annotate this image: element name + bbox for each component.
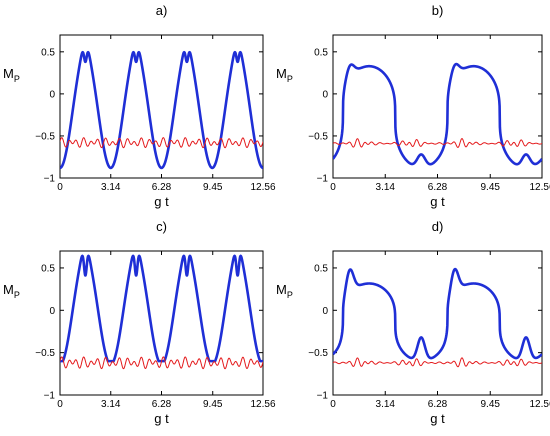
x-tick-label: 9.45 [203, 399, 223, 410]
plot-frame [332, 250, 543, 396]
x-tick-label: 6.28 [152, 399, 172, 410]
panel-title: d) [432, 219, 444, 234]
x-tick-label: 6.28 [428, 182, 448, 193]
y-tick-label: 0 [49, 89, 55, 100]
x-tick-label: 0 [57, 182, 63, 193]
panel-4: 0 3.14 6.28 9.45 12.56 −1 −0.5 0 0.5 d) g t MP [276, 219, 550, 426]
x-tick-label: 9.45 [203, 182, 223, 193]
y-tick-label: −0.5 [35, 348, 55, 359]
y-tick-label: −1 [44, 174, 56, 185]
red-series-line [60, 137, 263, 149]
panel-2: 0 3.14 6.28 9.45 12.56 −1 −0.5 0 0.5 b) g t MP [276, 3, 550, 209]
y-tick-label: 0 [322, 306, 328, 317]
y-tick-label: 0.5 [314, 263, 328, 274]
red-series-line [333, 357, 542, 368]
x-tick-label: 12.56 [529, 399, 550, 410]
x-tick-label: 12.56 [250, 399, 275, 410]
y-tick-label: 0.5 [314, 47, 328, 58]
x-tick-label: 9.45 [481, 182, 501, 193]
blue-series-line [60, 50, 263, 170]
y-tick-label: −0.5 [35, 131, 55, 142]
blue-series-line [333, 62, 542, 166]
y-tick-label: −1 [317, 174, 329, 185]
x-tick-label: 3.14 [376, 182, 396, 193]
x-tick-label: 12.56 [250, 182, 275, 193]
panel-title: c) [156, 219, 167, 234]
panel-title: b) [432, 3, 444, 18]
x-tick-label: 3.14 [376, 399, 396, 410]
x-tick-label: 6.28 [428, 399, 448, 410]
y-tick-label: 0 [49, 306, 55, 317]
y-axis-label: MP [3, 282, 20, 300]
x-tick-label: 12.56 [529, 182, 550, 193]
red-series-line [60, 356, 263, 370]
x-axis-label: g t [154, 411, 169, 426]
y-tick-label: −1 [44, 391, 56, 402]
red-series-line [333, 138, 542, 148]
x-tick-label: 0 [330, 182, 336, 193]
panel-title: a) [156, 3, 168, 18]
blue-series-line [333, 267, 542, 360]
x-tick-label: 0 [330, 399, 336, 410]
x-tick-label: 3.14 [101, 399, 121, 410]
x-tick-label: 9.45 [481, 399, 501, 410]
plot-frame [332, 34, 543, 179]
y-axis-label: MP [276, 282, 293, 300]
y-axis-label: MP [3, 66, 20, 84]
blue-series-line [60, 254, 263, 363]
x-tick-label: 6.28 [152, 182, 172, 193]
y-tick-label: 0 [322, 89, 328, 100]
x-axis-label: g t [430, 194, 445, 209]
y-tick-label: −0.5 [308, 131, 328, 142]
panel-1: 0 3.14 6.28 9.45 12.56 −1 −0.5 0 0.5 a) g t MP [3, 3, 276, 209]
y-tick-label: 0.5 [41, 263, 55, 274]
y-tick-label: 0.5 [41, 47, 55, 58]
y-axis-label: MP [276, 66, 293, 84]
x-tick-label: 3.14 [101, 182, 121, 193]
x-axis-label: g t [430, 411, 445, 426]
panel-3: 0 3.14 6.28 9.45 12.56 −1 −0.5 0 0.5 c) g t MP [3, 219, 276, 426]
y-tick-label: −1 [317, 391, 329, 402]
x-axis-label: g t [154, 194, 169, 209]
plot-frame [59, 250, 264, 396]
x-tick-label: 0 [57, 399, 63, 410]
y-tick-label: −0.5 [308, 348, 328, 359]
